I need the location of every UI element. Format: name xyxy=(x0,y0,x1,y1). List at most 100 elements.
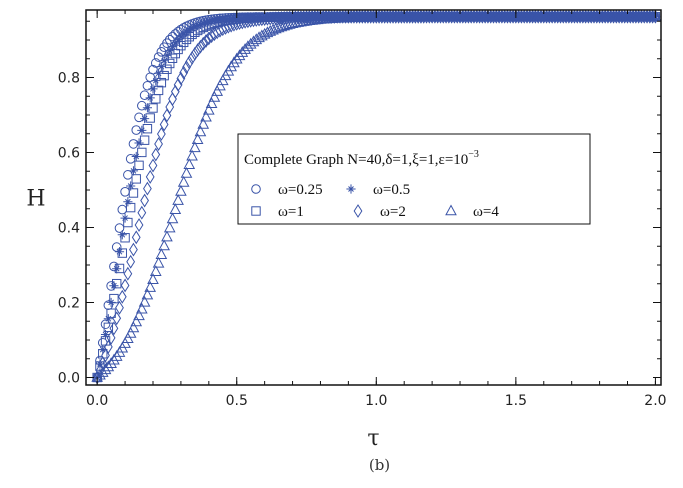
data-point xyxy=(109,293,119,304)
data-point xyxy=(197,117,210,129)
legend-title-main: Complete Graph N=40,δ=1,ξ=1,ε=10 xyxy=(244,152,468,168)
data-point xyxy=(148,158,158,173)
data-point xyxy=(247,35,260,47)
data-point xyxy=(651,9,660,24)
data-point xyxy=(128,188,139,198)
data-point xyxy=(159,70,169,81)
legend-entry-label: ω=1 xyxy=(278,204,304,220)
data-point xyxy=(165,58,175,69)
data-point xyxy=(162,108,172,123)
data-point xyxy=(131,174,141,184)
data-point xyxy=(153,85,164,96)
legend-marker-diamond xyxy=(353,204,363,218)
x-tick-label: 0.5 xyxy=(226,393,248,409)
data-point xyxy=(108,353,120,365)
legend-title-exponent: −3 xyxy=(468,149,479,160)
data-point xyxy=(140,114,150,124)
data-point xyxy=(176,32,186,42)
x-tick-label: 0.0 xyxy=(86,393,108,409)
data-point xyxy=(130,315,143,327)
data-point xyxy=(109,281,119,291)
data-point xyxy=(223,19,233,34)
data-point xyxy=(209,16,219,26)
data-point xyxy=(117,204,128,215)
data-point xyxy=(256,29,268,41)
data-point xyxy=(214,79,226,91)
data-point xyxy=(100,319,111,330)
legend-marker-asterisk xyxy=(346,184,356,194)
data-point xyxy=(103,314,113,324)
data-point xyxy=(190,22,200,32)
data-point xyxy=(228,56,240,68)
data-point xyxy=(196,39,205,54)
data-point xyxy=(186,149,198,161)
data-point xyxy=(152,256,165,268)
x-tick-label: 1.5 xyxy=(505,393,527,409)
data-point xyxy=(191,133,204,145)
data-point xyxy=(112,264,122,274)
data-point xyxy=(142,80,153,91)
data-point xyxy=(225,60,237,72)
data-point xyxy=(163,221,176,233)
legend-entry-label: ω=0.25 xyxy=(278,182,323,198)
data-point xyxy=(250,33,263,45)
data-point xyxy=(193,20,203,31)
data-point xyxy=(137,100,147,111)
data-point xyxy=(142,103,153,113)
data-point xyxy=(175,184,187,196)
series-diamond xyxy=(92,9,660,385)
data-point xyxy=(181,27,192,37)
data-point xyxy=(239,43,251,54)
data-point xyxy=(258,27,271,39)
data-point xyxy=(159,117,169,132)
data-point xyxy=(167,41,178,52)
legend-entry-label: ω=2 xyxy=(380,204,406,220)
data-point xyxy=(193,43,203,58)
data-point xyxy=(649,10,662,22)
figure-caption: (b) xyxy=(369,456,390,474)
data-point xyxy=(156,77,167,88)
data-point xyxy=(162,64,172,74)
data-point xyxy=(261,26,274,38)
data-point xyxy=(141,288,154,300)
data-point xyxy=(177,175,190,187)
y-tick-label: 0.0 xyxy=(58,371,80,387)
data-point xyxy=(173,35,183,45)
legend-entries: ω=0.25 ω=0.5 ω=1 ω=2 ω=4 xyxy=(251,182,499,220)
data-point xyxy=(143,181,152,196)
data-point xyxy=(133,309,145,321)
data-point xyxy=(145,169,155,184)
data-point xyxy=(134,138,144,148)
data-point xyxy=(170,38,180,48)
data-point xyxy=(140,193,150,208)
data-point xyxy=(151,76,161,86)
data-point xyxy=(178,37,189,48)
data-point xyxy=(124,326,137,338)
data-point xyxy=(153,52,164,62)
data-point xyxy=(109,261,119,272)
data-point xyxy=(117,248,127,258)
data-point xyxy=(144,281,157,292)
data-point xyxy=(201,17,211,28)
legend-box xyxy=(237,133,591,225)
data-point xyxy=(264,24,277,36)
data-point xyxy=(176,71,186,86)
data-point xyxy=(131,230,141,245)
data-point xyxy=(125,202,136,213)
data-point xyxy=(137,125,147,135)
data-point xyxy=(123,197,133,207)
data-point xyxy=(236,46,249,57)
data-point xyxy=(205,97,218,109)
data-point xyxy=(161,230,173,242)
data-point xyxy=(137,205,147,220)
data-point xyxy=(201,33,211,48)
data-point xyxy=(148,103,158,113)
data-point xyxy=(180,166,193,178)
data-point xyxy=(184,55,194,70)
legend-title: Complete Graph N=40,δ=1,ξ=1,ε=10−3 xyxy=(244,149,479,168)
data-point xyxy=(110,349,123,361)
data-point xyxy=(135,302,148,314)
data-point xyxy=(99,363,112,375)
data-point xyxy=(126,254,136,269)
data-point xyxy=(172,194,184,205)
